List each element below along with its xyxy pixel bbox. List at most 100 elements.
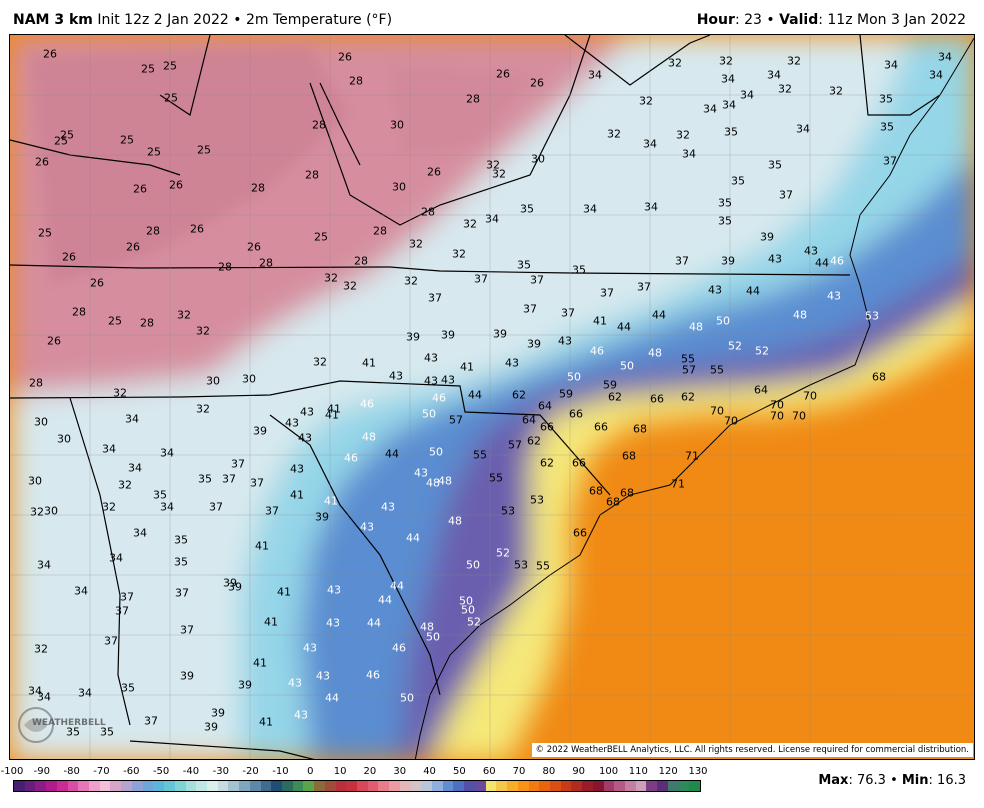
temperature-label: 55: [681, 352, 695, 366]
temperature-label: 41: [593, 314, 607, 328]
temperature-label: 32: [607, 127, 621, 141]
temperature-label: 30: [390, 118, 404, 132]
temperature-label: 43: [381, 500, 395, 514]
temperature-label: 39: [760, 230, 774, 244]
temperature-label: 37: [175, 586, 189, 600]
temperature-label: 53: [865, 309, 879, 323]
temperature-label: 37: [637, 280, 651, 294]
temperature-label: 46: [366, 668, 380, 682]
legend-color-step: [46, 781, 57, 791]
temperature-label: 28: [466, 92, 480, 106]
temperature-label: 55: [536, 559, 550, 573]
legend-color-step: [528, 781, 540, 791]
temperature-label: 30: [28, 474, 42, 488]
temperature-label: 25: [314, 230, 328, 244]
temperature-label: 34: [128, 461, 142, 475]
temperature-label: 32: [34, 642, 48, 656]
legend-color-step: [142, 781, 154, 791]
temperature-label: 34: [644, 200, 658, 214]
temperature-label: 30: [392, 180, 406, 194]
temperature-label: 37: [120, 590, 134, 604]
legend-tick: -60: [123, 766, 140, 777]
temperature-label: 57: [449, 413, 463, 427]
init-time: Init 12z 2 Jan 2022: [97, 12, 229, 28]
temperature-label: 28: [305, 168, 319, 182]
temperature-label: 35: [718, 214, 732, 228]
cyan-band: [240, 35, 974, 759]
temperature-label: 71: [685, 449, 699, 463]
temperature-label: 39: [441, 328, 455, 342]
temperature-label: 43: [558, 334, 572, 348]
temperature-label: 43: [360, 520, 374, 534]
temperature-label: 43: [303, 641, 317, 655]
temperature-label: 43: [294, 708, 308, 722]
temperature-label: 32: [409, 237, 423, 251]
legend-color-step: [56, 781, 68, 791]
temperature-label: 55: [710, 363, 724, 377]
temperature-label: 32: [196, 324, 210, 338]
max-value: : 76.3: [848, 773, 886, 788]
temperature-label: 30: [57, 432, 71, 446]
temperature-label: 43: [327, 583, 341, 597]
temperature-label: 26: [247, 240, 261, 254]
temperature-label: 43: [288, 676, 302, 690]
temperature-label: 35: [724, 125, 738, 139]
temperature-label: 43: [768, 252, 782, 266]
temperature-label: 34: [102, 442, 116, 456]
legend-tick: -90: [33, 766, 50, 777]
temperature-label: 26: [126, 240, 140, 254]
purple-band: [400, 256, 974, 759]
temperature-label: 70: [803, 389, 817, 403]
temperature-label: 35: [718, 196, 732, 210]
hour-label: Hour: [696, 12, 735, 28]
temperature-label: 46: [590, 344, 604, 358]
temperature-label: 35: [731, 174, 745, 188]
temperature-label: 37: [115, 604, 129, 618]
temperature-label: 39: [180, 669, 194, 683]
temperature-label: 25: [197, 143, 211, 157]
temperature-label: 52: [496, 546, 510, 560]
legend-tick: 80: [542, 766, 556, 777]
temperature-label: 32: [829, 84, 843, 98]
temperature-label: 43: [300, 405, 314, 419]
temperature-label: 28: [312, 118, 326, 132]
legend-color-step: [314, 781, 325, 791]
temperature-label: 44: [378, 593, 392, 607]
temperature-label: 43: [298, 431, 312, 445]
legend-tick: 10: [333, 766, 347, 777]
temperature-label: 32: [778, 82, 792, 96]
legend-tick: -30: [212, 766, 229, 777]
temperature-label: 68: [633, 422, 647, 436]
temperature-label: 48: [438, 474, 452, 488]
temperature-label: 66: [573, 526, 587, 540]
temperature-label: 28: [421, 205, 435, 219]
temperature-label: 25: [54, 134, 68, 148]
temperature-label: 41: [327, 402, 341, 416]
temperature-label: 37: [222, 472, 236, 486]
temperature-label: 70: [770, 398, 784, 412]
legend-color-step: [410, 781, 422, 791]
legend-tick: 70: [512, 766, 526, 777]
temperature-label: 37: [180, 623, 194, 637]
temperature-label: 70: [792, 409, 806, 423]
temperature-label: 48: [362, 430, 376, 444]
temperature-label: 57: [682, 363, 696, 377]
legend-color-step: [89, 781, 100, 791]
legend-tick: 30: [393, 766, 407, 777]
temperature-label: 43: [285, 416, 299, 430]
valid-label: Valid: [779, 12, 819, 28]
separator: •: [233, 12, 242, 28]
temperature-label: 71: [671, 477, 685, 491]
legend-tick: 90: [572, 766, 586, 777]
legend-color-step: [228, 781, 240, 791]
legend-color-step: [453, 781, 465, 791]
temperature-label: 34: [721, 72, 735, 86]
temperature-label: 62: [540, 456, 554, 470]
temperature-label: 68: [606, 495, 620, 509]
temperature-label: 26: [133, 182, 147, 196]
temperature-label: 26: [496, 67, 510, 81]
temperature-label: 50: [429, 445, 443, 459]
temperature-label: 39: [406, 330, 420, 344]
field-name: 2m Temperature (°F): [245, 12, 393, 28]
temperature-label: 37: [600, 286, 614, 300]
